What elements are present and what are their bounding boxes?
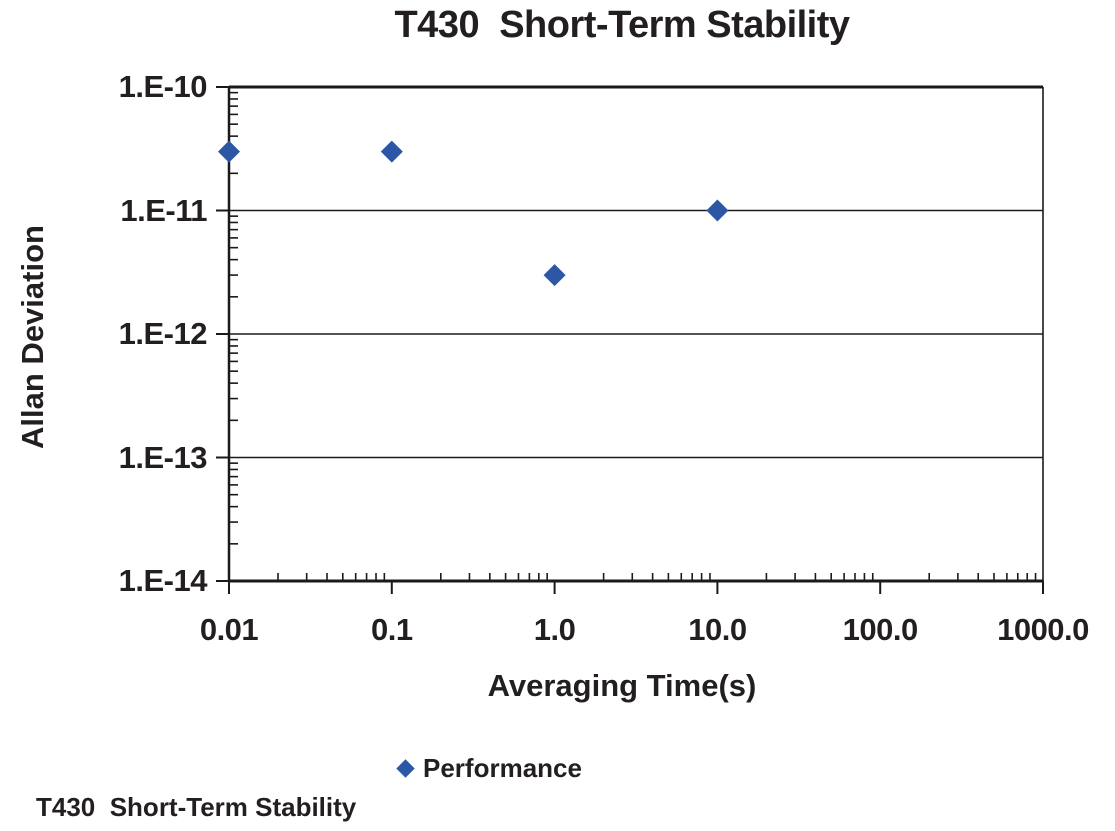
x-tick-label: 10.0 [688,612,747,647]
x-tick-label: 100.0 [842,612,919,647]
data-point-diamond [380,140,403,163]
y-tick-label: 1.E-12 [118,316,208,351]
chart-title: T430 Short-Term Stability [394,4,850,46]
data-point-diamond [706,199,729,222]
data-point-diamond [218,140,240,163]
x-tick-label: 0.01 [199,612,259,647]
x-tick-label: 1000.0 [997,612,1089,647]
legend-diamond-icon [396,759,415,778]
data-point-diamond [543,264,566,287]
legend-label: Performance [423,753,582,783]
x-axis-title: Averaging Time(s) [487,668,757,703]
y-tick-label: 1.E-13 [118,439,208,475]
legend: Performance [396,753,582,784]
y-tick-label: 1.E-10 [118,69,208,104]
y-tick-label: 1.E-14 [118,563,208,598]
y-tick-label: 1.E-11 [120,192,207,228]
x-tick-label: 1.0 [533,612,576,647]
x-tick-label: 0.1 [370,612,413,647]
chart-caption: T430 Short-Term Stability [36,792,357,822]
y-axis-tick-labels: 1.E-10 1.E-11 1.E-12 1.E-13 1.E-14 [0,0,208,831]
x-axis-tick-labels: 0.01 0.1 1.0 10.0 100.0 1000.0 [0,612,1115,656]
